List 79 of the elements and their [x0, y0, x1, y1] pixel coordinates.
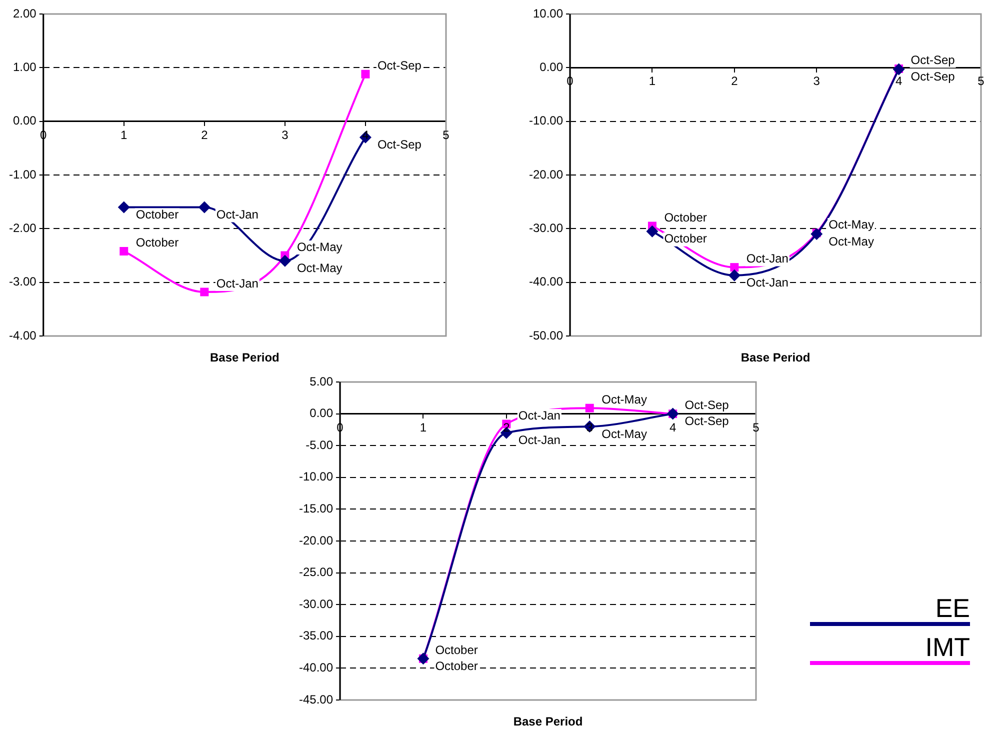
data-label: October	[136, 208, 179, 222]
y-tick-label: -3.00	[8, 274, 37, 289]
x-tick-label: 4	[669, 420, 676, 434]
point	[198, 201, 210, 214]
point	[892, 63, 905, 76]
data-label: Oct-Jan	[518, 433, 560, 448]
x-tick-label: 5	[978, 74, 985, 88]
y-tick-label: -1.00	[8, 167, 37, 182]
point	[120, 246, 128, 256]
data-label: October	[664, 210, 707, 224]
data-label: October	[435, 658, 478, 673]
data-label: Oct-May	[296, 240, 342, 254]
y-tick-label: -45.00	[298, 692, 334, 706]
point	[728, 269, 740, 282]
x-tick-label: 1	[648, 74, 656, 88]
point	[730, 263, 739, 272]
y-tick-label: -40.00	[528, 274, 564, 289]
x-axis-title: Base Period	[740, 350, 810, 364]
point	[585, 404, 594, 412]
data-label: Oct-May	[602, 392, 647, 406]
y-tick-label: 10.00	[532, 6, 564, 20]
x-tick-label: 5	[752, 420, 760, 434]
data-label: Oct-May	[828, 217, 874, 232]
text: IMT	[924, 632, 970, 663]
data-label: Oct-Sep	[910, 70, 956, 84]
data-label: Oct-May	[602, 426, 647, 441]
y-tick-label: -30.00	[298, 596, 334, 611]
point	[278, 254, 291, 267]
point	[361, 70, 370, 78]
x-tick-label: 3	[813, 74, 820, 88]
data-label: Oct-Jan	[746, 276, 788, 290]
y-tick-label: -50.00	[528, 328, 564, 342]
point	[118, 201, 130, 214]
x-tick-label: 4	[895, 74, 902, 88]
x-tick-label: 1	[120, 128, 128, 142]
data-label: Oct-Sep	[684, 398, 730, 412]
y-tick-label: -5.00	[306, 438, 334, 452]
y-tick-label: -10.00	[298, 470, 334, 484]
x-tick-label: 3	[586, 420, 594, 434]
text: EE	[934, 593, 970, 624]
y-tick-label: -30.00	[528, 220, 564, 235]
x-tick-label: 2	[731, 74, 738, 88]
y-tick-label: -35.00	[298, 628, 334, 643]
y-tick-label: 0.00	[12, 114, 37, 128]
data-label: October	[664, 232, 707, 246]
x-tick-label: 5	[442, 128, 450, 142]
data-label: October	[435, 642, 478, 657]
x-tick-label: 1	[420, 420, 427, 434]
data-label: October	[136, 236, 179, 250]
data-label: Oct-Jan	[216, 208, 258, 222]
data-label: Oct-Jan	[746, 252, 788, 266]
data-label: Oct-Sep	[684, 414, 730, 428]
y-tick-label: -10.00	[528, 114, 564, 128]
y-tick-label: -2.00	[8, 220, 37, 235]
x-tick-label: 3	[282, 128, 289, 142]
data-label: Oct-Sep	[377, 138, 422, 152]
point	[646, 225, 658, 238]
x-axis-title: Base Period	[210, 350, 280, 364]
point	[810, 228, 823, 240]
y-tick-label: 1.00	[12, 60, 37, 74]
y-tick-label: -25.00	[298, 565, 334, 580]
y-tick-label: -15.00	[298, 502, 334, 516]
y-tick-label: -20.00	[298, 533, 334, 548]
data-label: Oct-Jan	[518, 408, 560, 422]
x-tick-label: 2	[201, 128, 208, 142]
y-tick-label: -20.00	[528, 167, 564, 182]
y-tick-label: -40.00	[298, 660, 334, 675]
y-tick-label: 5.00	[310, 374, 334, 388]
x-axis-title: Base Period	[513, 714, 583, 728]
data-label: Oct-May	[828, 234, 874, 248]
data-label: Oct-Sep	[377, 58, 422, 72]
point	[200, 288, 209, 296]
y-tick-label: 0.00	[310, 406, 334, 420]
y-tick-label: 0.00	[540, 60, 564, 74]
data-label: Oct-Sep	[910, 53, 956, 68]
data-label: Oct-Jan	[216, 276, 258, 290]
data-label: Oct-May	[296, 261, 342, 276]
y-tick-label: -4.00	[8, 328, 37, 342]
y-tick-label: 2.00	[12, 6, 37, 20]
